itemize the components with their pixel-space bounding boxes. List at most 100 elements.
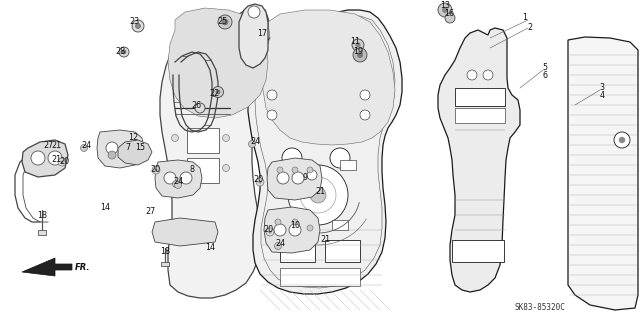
Bar xyxy=(455,108,505,123)
Bar xyxy=(455,88,505,106)
Text: 24: 24 xyxy=(173,177,183,187)
Polygon shape xyxy=(155,160,202,198)
Circle shape xyxy=(122,142,134,154)
Circle shape xyxy=(106,142,118,154)
Text: 13: 13 xyxy=(440,2,450,11)
Text: 24: 24 xyxy=(275,240,285,249)
Circle shape xyxy=(307,170,317,180)
Circle shape xyxy=(467,70,477,80)
Polygon shape xyxy=(267,158,322,200)
Circle shape xyxy=(136,24,141,28)
Circle shape xyxy=(175,182,182,189)
Text: 11: 11 xyxy=(350,38,360,47)
Circle shape xyxy=(122,50,126,54)
Polygon shape xyxy=(22,258,72,276)
Circle shape xyxy=(275,242,282,249)
Text: 18: 18 xyxy=(37,211,47,220)
Text: 27: 27 xyxy=(145,207,155,217)
Text: 20: 20 xyxy=(150,166,160,174)
Circle shape xyxy=(195,103,205,113)
Circle shape xyxy=(31,151,45,165)
Text: 8: 8 xyxy=(189,166,195,174)
Text: 19: 19 xyxy=(353,48,363,56)
Circle shape xyxy=(277,167,283,173)
Text: 23: 23 xyxy=(129,18,139,26)
Circle shape xyxy=(164,172,176,184)
Text: 18: 18 xyxy=(160,248,170,256)
Polygon shape xyxy=(239,4,268,68)
Circle shape xyxy=(269,231,271,234)
Circle shape xyxy=(619,137,625,143)
Bar xyxy=(332,220,348,230)
Circle shape xyxy=(292,167,298,173)
Text: 6: 6 xyxy=(543,71,547,80)
Polygon shape xyxy=(264,207,320,253)
Bar xyxy=(161,262,169,266)
Text: FR.: FR. xyxy=(75,263,90,272)
Circle shape xyxy=(58,158,66,166)
Circle shape xyxy=(352,39,364,51)
Text: 4: 4 xyxy=(600,92,605,100)
Polygon shape xyxy=(568,37,638,310)
Circle shape xyxy=(216,90,220,94)
Circle shape xyxy=(355,42,360,48)
Circle shape xyxy=(483,70,493,80)
Bar xyxy=(340,160,356,170)
Text: 2: 2 xyxy=(527,24,532,33)
Text: 28: 28 xyxy=(115,48,125,56)
Circle shape xyxy=(282,148,302,168)
Circle shape xyxy=(353,48,367,62)
Circle shape xyxy=(275,219,281,225)
Bar xyxy=(187,158,219,183)
Text: 1: 1 xyxy=(522,13,527,23)
Circle shape xyxy=(307,225,313,231)
Bar xyxy=(280,240,315,262)
Text: 27: 27 xyxy=(43,142,53,151)
Circle shape xyxy=(212,86,223,98)
Text: 17: 17 xyxy=(257,29,267,39)
Circle shape xyxy=(292,219,298,225)
Text: 26: 26 xyxy=(191,101,201,110)
Circle shape xyxy=(248,6,260,18)
Text: 16: 16 xyxy=(444,10,454,19)
Circle shape xyxy=(267,110,277,120)
Circle shape xyxy=(223,165,230,172)
Circle shape xyxy=(173,181,179,188)
Text: 20: 20 xyxy=(263,226,273,234)
Circle shape xyxy=(172,135,179,142)
Circle shape xyxy=(61,160,63,164)
Circle shape xyxy=(274,224,286,236)
Circle shape xyxy=(360,90,370,100)
Text: 24: 24 xyxy=(250,137,260,146)
Circle shape xyxy=(259,181,262,183)
Text: 21: 21 xyxy=(51,142,61,151)
Text: 5: 5 xyxy=(543,63,548,72)
Text: 24: 24 xyxy=(81,142,91,151)
Circle shape xyxy=(222,19,228,25)
Bar xyxy=(280,268,360,286)
Polygon shape xyxy=(22,140,68,177)
Text: 9: 9 xyxy=(303,174,308,182)
Bar xyxy=(325,240,360,262)
Text: 21: 21 xyxy=(51,155,61,165)
Circle shape xyxy=(614,132,630,148)
Text: 22: 22 xyxy=(210,90,220,99)
Circle shape xyxy=(152,166,160,174)
Circle shape xyxy=(172,165,179,172)
Circle shape xyxy=(108,151,116,159)
Circle shape xyxy=(292,172,304,184)
Circle shape xyxy=(445,13,455,23)
Text: 7: 7 xyxy=(125,144,131,152)
Circle shape xyxy=(256,178,264,186)
Circle shape xyxy=(266,228,274,236)
Circle shape xyxy=(289,224,301,236)
Circle shape xyxy=(248,140,255,147)
Text: 10: 10 xyxy=(290,221,300,231)
Circle shape xyxy=(360,110,370,120)
Circle shape xyxy=(288,165,348,225)
Circle shape xyxy=(119,47,129,57)
Text: 12: 12 xyxy=(128,133,138,143)
Polygon shape xyxy=(248,10,402,294)
Circle shape xyxy=(267,90,277,100)
Polygon shape xyxy=(438,28,520,292)
